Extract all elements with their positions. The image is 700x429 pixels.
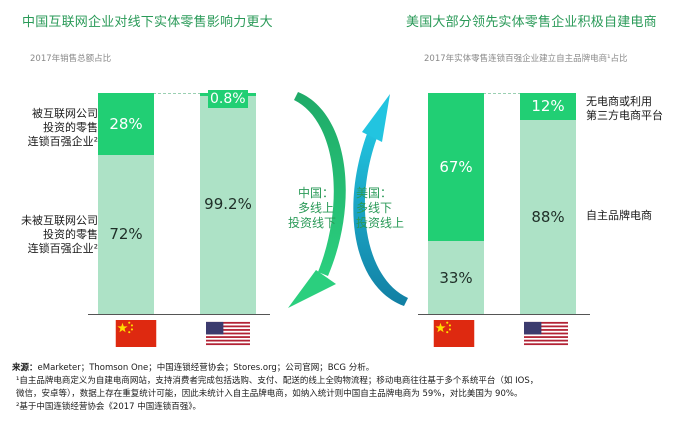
usa-flag-icon xyxy=(524,321,568,346)
bar-segment-bottom: 88% xyxy=(520,119,576,314)
bar-value-label: 28% xyxy=(109,114,143,133)
footnote-2: ²基于中国连锁经营协会《2017 中国连锁百强》。 xyxy=(16,402,201,412)
china-flag-icon xyxy=(115,320,157,347)
usa-flag-icon xyxy=(206,321,250,346)
green-arrowhead-icon xyxy=(288,270,336,308)
footnote-1-line-2: 微信，安卓等），数据上存在重复统计可能，因此未统计入自主品牌电商，如纳入统计则中… xyxy=(16,389,523,399)
cyan-curved-arrow-icon xyxy=(353,126,408,306)
bar-segment-bottom: 33% xyxy=(428,241,484,314)
right-chart-title: 美国大部分领先实体零售企业积极自建电商 xyxy=(406,15,657,30)
right-label-no-ecommerce: 无电商或利用 第三方电商平台 xyxy=(586,95,663,122)
bar-segment-top: 0.8% xyxy=(200,90,256,108)
bar-value-label: 99.2% xyxy=(204,195,252,214)
cyan-arrowhead-icon xyxy=(362,94,390,142)
bar-value-label: 72% xyxy=(109,225,143,244)
usa-strategy-text: 美国： 多线下 投资线上 xyxy=(356,186,405,230)
chart-baseline xyxy=(418,314,590,315)
footer-notes: 来源：eMarketer；Thomson One；中国连锁经营协会；Stores… xyxy=(12,362,692,414)
bar-segment-top: 12% xyxy=(520,93,576,120)
left-chart-title: 中国互联网企业对线下实体零售影响力更大 xyxy=(22,15,273,30)
curved-arrows-graphic xyxy=(288,92,408,308)
bar-segment-bottom: 99.2% xyxy=(200,94,256,314)
right-chart-subtitle: 2017年实体零售连锁百强企业建立自主品牌电商¹占比 xyxy=(424,54,628,64)
left-label-not-invested: 未被互联网公司 投资的零售 连锁百强企业² xyxy=(21,214,98,255)
bar-segment-top: 28% xyxy=(98,93,154,155)
source-text: eMarketer；Thomson One；中国连锁经营协会；Stores.or… xyxy=(37,363,375,373)
bar-segment-top: 67% xyxy=(428,93,484,242)
bar-value-label: 12% xyxy=(531,97,565,116)
right-label-own-ecommerce: 自主品牌电商 xyxy=(586,209,652,222)
bar-segment-bottom: 72% xyxy=(98,154,154,314)
source-label: 来源： xyxy=(12,363,38,373)
bar-value-label: 33% xyxy=(439,268,473,287)
bar-value-label: 0.8% xyxy=(208,90,248,108)
china-flag-icon xyxy=(433,320,475,347)
chart-top-dashed-line xyxy=(428,93,576,94)
china-strategy-text: 中国： 多线上 投资线下 xyxy=(288,186,337,230)
chart-top-dashed-line xyxy=(98,93,256,94)
source-line: 来源：eMarketer；Thomson One；中国连锁经营协会；Stores… xyxy=(12,362,692,375)
left-label-invested: 被互联网公司 投资的零售 连锁百强企业² xyxy=(27,107,98,148)
green-curved-arrow-icon xyxy=(294,92,346,276)
bar-value-label: 67% xyxy=(439,158,473,177)
left-chart-subtitle: 2017年销售总额占比 xyxy=(30,54,112,64)
footnote-1-line-1: ¹自主品牌电商定义为自建电商网站，支持消费者完成包括选购、支付、配送的线上全购物… xyxy=(16,376,539,386)
chart-baseline xyxy=(88,314,270,315)
bar-value-label: 88% xyxy=(531,207,565,226)
